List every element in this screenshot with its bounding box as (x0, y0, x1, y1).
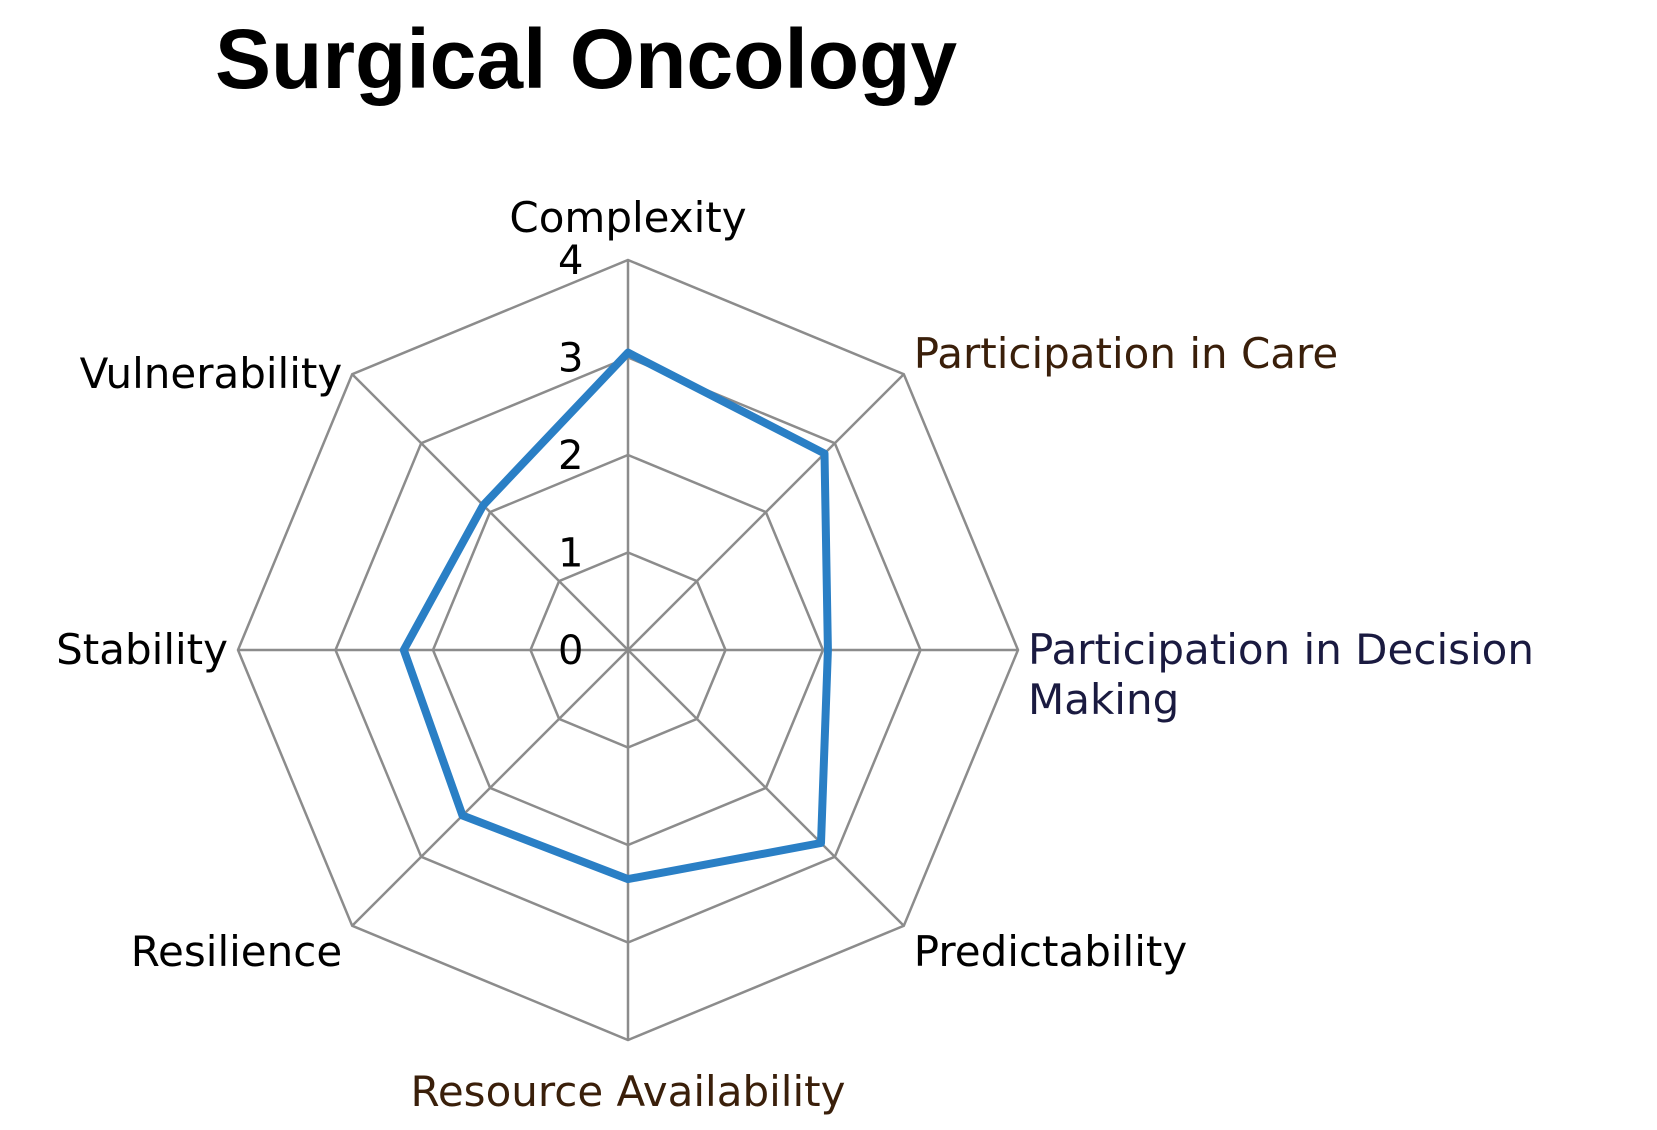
radial-tick-labels: 0 1 2 3 4 (558, 238, 583, 674)
tick-label: 2 (558, 433, 583, 479)
axis-label: Participation in Care (914, 329, 1338, 378)
radar-grid (236, 258, 1020, 1042)
axis-label: Resource Availability (411, 1067, 846, 1116)
axis-spoke (351, 373, 629, 651)
tick-label: 1 (558, 531, 583, 577)
axis-spoke (627, 649, 905, 927)
axis-label: Complexity (509, 193, 746, 242)
axis-label: Participation in Decision Making (1028, 625, 1534, 724)
tick-label: 3 (558, 336, 583, 382)
axis-label: Vulnerability (80, 349, 343, 398)
chart-title: Surgical Oncology (215, 12, 957, 106)
axis-spoke (627, 373, 905, 651)
axis-labels: Complexity Participation in Care Participa… (56, 193, 1534, 1116)
axis-label: Resilience (131, 927, 342, 976)
series-layer (399, 348, 832, 884)
axis-spoke (351, 649, 629, 927)
axis-label: Stability (56, 625, 228, 674)
axis-label: Predictability (914, 927, 1187, 976)
tick-label: 0 (558, 628, 583, 674)
tick-label: 4 (558, 238, 583, 284)
series-line (399, 348, 832, 884)
